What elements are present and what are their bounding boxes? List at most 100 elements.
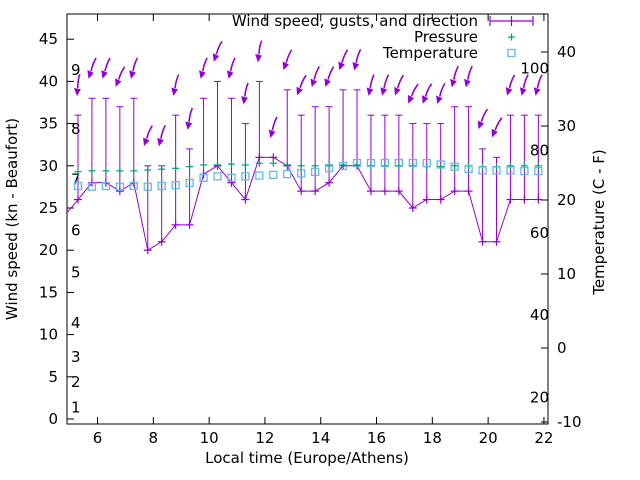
temperature-marker <box>366 158 376 168</box>
wind-direction-arrow-icon <box>324 66 335 88</box>
wind-direction-arrow-icon <box>310 66 320 88</box>
temperature-marker <box>408 158 417 168</box>
wind-direction-arrow-icon <box>255 40 263 63</box>
y-left-tick-label: 30 <box>39 157 58 175</box>
temperature-marker <box>213 172 222 181</box>
arrow-stem <box>160 125 167 139</box>
wind-direction-arrow-icon <box>171 74 180 96</box>
arrow-head <box>394 86 401 96</box>
legend-samples <box>489 16 534 58</box>
x-tick-label: 10 <box>200 429 219 447</box>
temperature-marker <box>422 158 431 168</box>
temperature-marker <box>185 178 194 188</box>
x-tick-label: 22 <box>534 429 553 447</box>
arrow-head <box>101 70 108 79</box>
arrow-head <box>505 87 513 96</box>
arrow-head <box>366 87 374 96</box>
temperature-marker <box>380 158 390 168</box>
temperature-marker <box>255 171 264 180</box>
beaufort-label: 1 <box>71 399 81 417</box>
x-axis-title: Local time (Europe/Athens) <box>205 449 409 467</box>
temperature-marker <box>464 164 473 174</box>
beaufort-label: 3 <box>71 348 81 366</box>
y-left-tick-label: 40 <box>39 72 58 90</box>
y-left-tick-label: 10 <box>39 326 58 344</box>
arrow-head <box>115 78 122 87</box>
arrow-stem <box>201 57 208 72</box>
arrow-stem <box>258 40 263 55</box>
temperature-marker <box>101 181 111 191</box>
wind-direction-arrows <box>73 40 543 147</box>
wind-direction-arrow-icon <box>491 117 503 138</box>
arrow-stem <box>383 74 390 89</box>
wind-direction-arrow-icon <box>199 57 208 79</box>
wind-direction-arrow-icon <box>157 125 167 147</box>
arrow-stem <box>174 74 180 89</box>
plot-border-rect <box>66 13 549 425</box>
arrow-head <box>129 70 136 79</box>
wind-direction-arrow-icon <box>143 125 153 147</box>
temperature-marker <box>520 166 529 176</box>
arrow-head <box>73 88 81 97</box>
x-axis-ticks: 6 8 10 12 14 16 18 20 22 <box>93 14 553 447</box>
temperature-markers <box>73 158 543 191</box>
arrow-stem <box>244 82 249 97</box>
temperature-marker <box>450 162 459 171</box>
beaufort-label: 5 <box>71 264 81 282</box>
temperature-marker <box>478 166 487 175</box>
arrow-stem <box>508 74 516 89</box>
wind-direction-arrow-icon <box>380 74 390 96</box>
y-left-tick-label: 45 <box>39 30 58 48</box>
wind-direction-arrow-icon <box>268 116 278 138</box>
temperature-marker <box>492 166 501 175</box>
y-left-tick-label: 5 <box>48 368 58 386</box>
temperature-marker <box>283 169 292 179</box>
arrow-head <box>171 87 178 96</box>
y-left-tick-label: 20 <box>39 241 58 259</box>
wind-direction-arrow-icon <box>296 74 307 96</box>
arrow-head <box>143 137 150 147</box>
x-tick-label: 14 <box>311 429 330 447</box>
beaufort-label: 6 <box>71 221 81 239</box>
arrow-stem <box>271 116 278 131</box>
temperature-marker <box>241 172 250 181</box>
wind-direction-arrow-icon <box>394 74 405 96</box>
temperature-marker <box>297 169 306 178</box>
arrow-stem <box>424 83 433 97</box>
temperature-marker <box>436 160 445 169</box>
arrow-stem <box>369 74 375 89</box>
wind-direction-arrow-icon <box>185 107 194 130</box>
wind-speed-line <box>67 153 543 255</box>
wind-direction-arrow-icon <box>352 49 362 71</box>
wind-direction-arrow-icon <box>436 82 446 105</box>
legend-label-pressure: Pressure <box>414 28 478 46</box>
wind-direction-arrow-icon <box>533 74 543 96</box>
temperature-marker <box>227 173 236 182</box>
wind-direction-arrow-icon <box>505 74 516 96</box>
legend-label-temperature: Temperature <box>382 44 478 62</box>
x-tick-label: 12 <box>255 429 274 447</box>
temperature-marker <box>143 182 152 191</box>
arrow-head <box>491 128 498 138</box>
temperature-marker <box>324 164 334 173</box>
y-right-tick-label: -10 <box>557 413 582 431</box>
y-left-tick-label: 15 <box>39 283 58 301</box>
arrow-stem <box>215 40 223 55</box>
arrow-head <box>310 78 318 88</box>
wind-direction-arrow-icon <box>241 82 249 105</box>
temperature-marker <box>87 182 97 191</box>
arrow-stem <box>438 82 446 97</box>
legend-sample-temperature <box>507 48 516 58</box>
arrow-stem <box>410 83 419 97</box>
y-left-tick-label: 0 <box>48 410 58 428</box>
wind-axis-ticks-left: 0 5 10 15 20 25 30 35 40 45 <box>39 30 74 428</box>
wind-direction-arrow-icon <box>115 66 126 87</box>
temperature-marker <box>394 158 404 168</box>
arrow-head <box>519 87 527 96</box>
arrow-head <box>157 137 164 147</box>
y-right-tick-label: 40 <box>557 43 576 61</box>
arrow-stem <box>76 74 81 89</box>
arrow-head <box>380 87 388 96</box>
temperature-marker <box>157 181 166 191</box>
